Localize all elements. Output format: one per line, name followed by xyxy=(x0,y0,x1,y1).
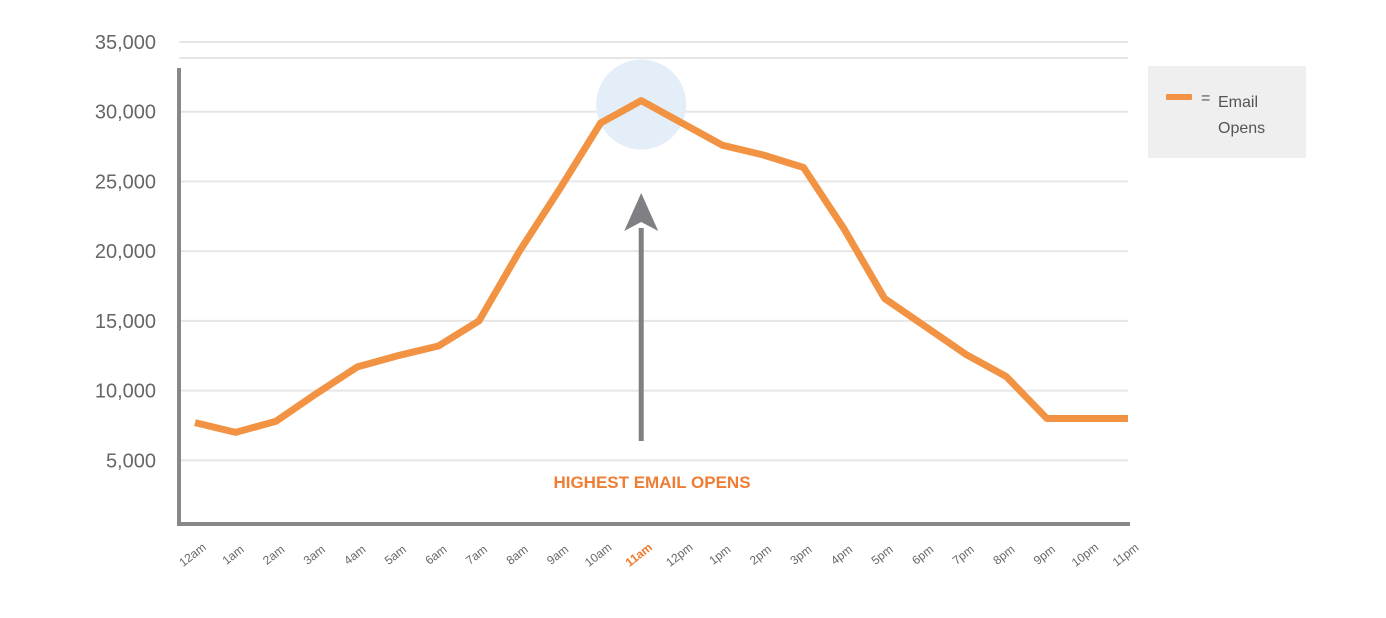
legend-label-email-opens: Email Opens xyxy=(1218,94,1266,137)
annotation-highest-email-opens: HIGHEST EMAIL OPENS xyxy=(553,473,750,492)
y-tick-label: 20,000 xyxy=(95,241,156,263)
x-tick-label: 12am xyxy=(176,540,208,570)
x-tick-label: 2am xyxy=(260,542,287,567)
x-tick-label-highlight: 11am xyxy=(623,540,655,570)
series-line-email-opens xyxy=(194,97,1128,436)
x-tick-label: 8pm xyxy=(990,542,1017,567)
x-tick-label: 1am xyxy=(220,542,247,567)
x-tick-label: 2pm xyxy=(747,542,774,567)
x-tick-label: 4pm xyxy=(828,542,855,567)
legend: = Email Opens xyxy=(1148,66,1306,158)
arrow-head xyxy=(624,193,659,231)
y-tick-label: 15,000 xyxy=(95,311,156,333)
x-tick-label: 10pm xyxy=(1069,540,1101,570)
y-axis-tick-labels: 5,000 10,000 15,000 20,000 25,000 30,000 35,00… xyxy=(95,32,156,472)
y-tick-label: 10,000 xyxy=(95,381,156,403)
x-tick-label: 7pm xyxy=(950,542,977,567)
axes xyxy=(177,68,1130,526)
x-tick-label: 3pm xyxy=(788,542,815,567)
series-email-opens xyxy=(194,97,1128,436)
x-tick-label: 12pm xyxy=(663,540,695,570)
x-tick-label: 8am xyxy=(504,542,531,567)
y-tick-label: 35,000 xyxy=(95,32,156,54)
x-tick-label: 9am xyxy=(544,542,571,567)
x-tick-label: 1pm xyxy=(706,542,733,567)
x-tick-label: 6pm xyxy=(909,542,936,567)
x-tick-label: 11pm xyxy=(1110,540,1142,569)
x-tick-label: 5pm xyxy=(869,542,896,567)
x-tick-label: 6am xyxy=(422,542,449,567)
x-tick-label: 5am xyxy=(382,542,409,567)
peak-arrow xyxy=(624,193,659,441)
x-tick-label: 4am xyxy=(341,542,368,567)
x-axis-tick-labels: 12am 1am 2am 3am 4am 5am 6am 7am 8am 9am 10am 11am 1… xyxy=(176,540,1141,570)
y-tick-label: 30,000 xyxy=(95,102,156,124)
legend-swatch-email-opens xyxy=(1166,94,1192,100)
x-tick-label: 7am xyxy=(463,542,490,567)
y-tick-label: 5,000 xyxy=(106,450,156,472)
x-tick-label: 10am xyxy=(582,540,614,570)
legend-equals: = xyxy=(1201,90,1211,107)
x-tick-label: 9pm xyxy=(1031,542,1058,567)
y-tick-label: 25,000 xyxy=(95,171,156,193)
x-tick-label: 3am xyxy=(301,542,328,567)
